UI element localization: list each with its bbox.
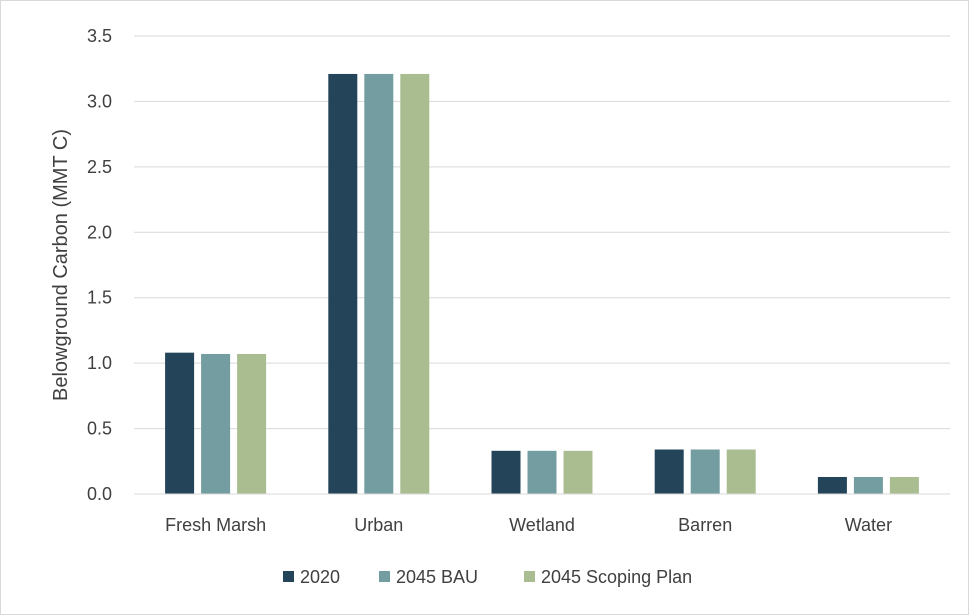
y-tick-label: 0.0 xyxy=(87,484,112,504)
x-tick-label: Water xyxy=(845,515,892,535)
legend-label: 2045 Scoping Plan xyxy=(541,567,692,587)
bar xyxy=(201,353,231,494)
bar xyxy=(853,476,883,494)
bar xyxy=(165,352,195,494)
y-tick-label: 3.5 xyxy=(87,26,112,46)
x-tick-label: Fresh Marsh xyxy=(165,515,266,535)
bar xyxy=(563,450,593,494)
bar xyxy=(527,450,557,494)
bar xyxy=(237,353,267,494)
bar xyxy=(400,73,430,494)
gridlines xyxy=(134,35,950,430)
legend: 2020 2045 BAU 2045 Scoping Plan xyxy=(283,567,692,587)
y-axis-ticks: 0.0 0.5 1.0 1.5 2.0 2.5 3.0 3.5 xyxy=(87,26,112,504)
legend-label: 2020 xyxy=(300,567,340,587)
y-tick-label: 0.5 xyxy=(87,419,112,439)
y-tick-label: 3.0 xyxy=(87,91,112,111)
bars xyxy=(165,73,919,494)
y-tick-label: 2.5 xyxy=(87,157,112,177)
x-tick-label: Barren xyxy=(678,515,732,535)
legend-label: 2045 BAU xyxy=(396,567,478,587)
bar xyxy=(690,449,720,494)
legend-swatch xyxy=(283,571,294,582)
bar xyxy=(491,450,521,494)
bar xyxy=(328,73,358,494)
bar xyxy=(817,476,847,494)
x-axis-ticks: Fresh Marsh Urban Wetland Barren Water xyxy=(165,515,892,535)
bar xyxy=(889,476,919,494)
legend-swatch xyxy=(379,571,390,582)
y-tick-label: 1.0 xyxy=(87,353,112,373)
bar xyxy=(654,449,684,494)
y-tick-label: 1.5 xyxy=(87,288,112,308)
legend-swatch xyxy=(524,571,535,582)
x-tick-label: Urban xyxy=(354,515,403,535)
y-axis-title: Belowground Carbon (MMT C) xyxy=(50,129,72,401)
y-tick-label: 2.0 xyxy=(87,222,112,242)
bar xyxy=(364,73,394,494)
x-tick-label: Wetland xyxy=(509,515,575,535)
bar xyxy=(726,449,756,494)
